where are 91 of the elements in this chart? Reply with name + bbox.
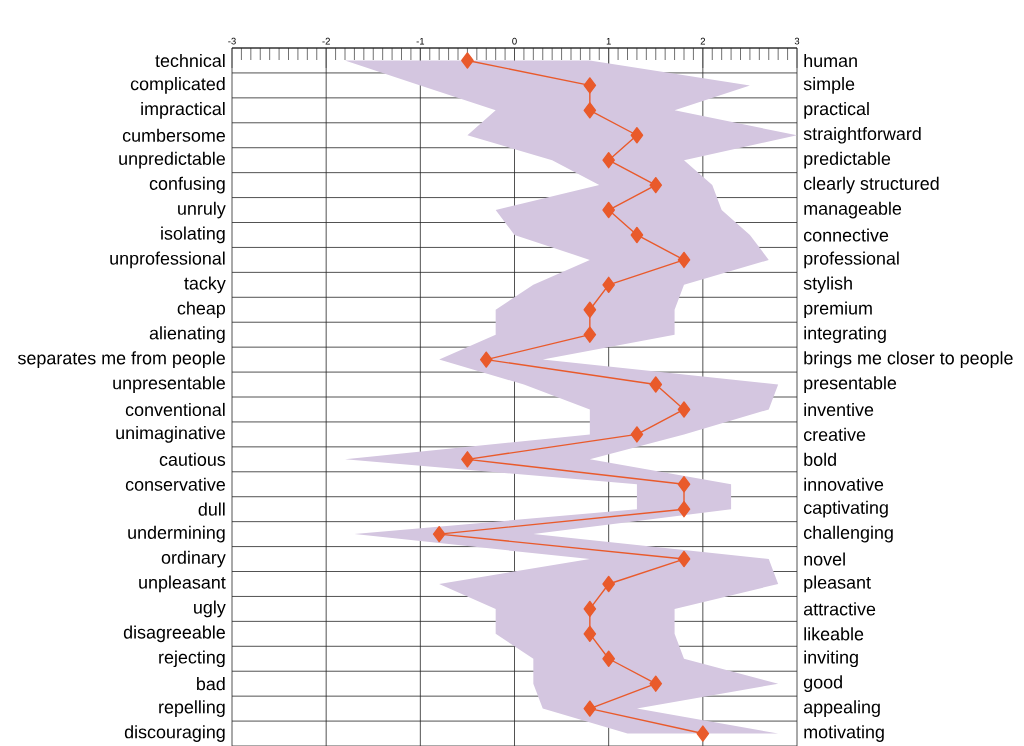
y-tick-label: ugly bbox=[194, 600, 226, 618]
y2-tick-label: captivating bbox=[803, 500, 888, 518]
point bbox=[630, 426, 644, 443]
y2-tick-label: novel bbox=[804, 552, 845, 566]
y2-tick-label: pleasant bbox=[804, 575, 871, 593]
y-tick-label: bad bbox=[197, 677, 225, 691]
point bbox=[602, 201, 615, 219]
y-tick-label: discouraging bbox=[124, 725, 225, 742]
y-tick-label: repelling bbox=[159, 700, 225, 717]
point bbox=[677, 500, 691, 518]
x-tick-label: 0 bbox=[512, 37, 517, 45]
point bbox=[677, 401, 691, 418]
y2-tick-label: presentable bbox=[804, 376, 897, 393]
y-tick-label: rejecting bbox=[159, 650, 225, 668]
point bbox=[583, 301, 597, 318]
point bbox=[677, 550, 691, 568]
y2-tick-label: predictable bbox=[804, 151, 891, 169]
y2-tick-label: likeable bbox=[804, 627, 864, 641]
y-tick-label: tacky bbox=[184, 276, 226, 294]
point bbox=[432, 525, 446, 543]
point bbox=[677, 251, 691, 269]
y-tick-label: undermining bbox=[128, 525, 225, 543]
y-tick-label: complicated bbox=[130, 77, 225, 94]
y-tick-label: unimaginative bbox=[116, 426, 225, 443]
y2-tick-label: good bbox=[803, 675, 842, 693]
point bbox=[583, 700, 597, 717]
point bbox=[630, 127, 644, 144]
y-tick-label: technical bbox=[155, 53, 225, 68]
point bbox=[583, 625, 597, 643]
x-tick-label: -3 bbox=[228, 37, 236, 45]
y-tick-label: separates me from people bbox=[17, 351, 225, 368]
x-tick-label: 2 bbox=[700, 37, 705, 45]
point bbox=[602, 151, 615, 169]
point bbox=[602, 650, 615, 667]
y2-tick-label: challenging bbox=[803, 525, 893, 543]
y-tick-label: unpredictable bbox=[119, 151, 225, 169]
point bbox=[583, 600, 597, 618]
x-tick-label: -2 bbox=[322, 37, 330, 45]
point bbox=[602, 276, 615, 294]
point bbox=[630, 226, 644, 244]
y-tick-label: unpresentable bbox=[113, 376, 225, 393]
y2-tick-label: practical bbox=[804, 101, 869, 119]
y-tick-label: unprofessional bbox=[110, 251, 225, 269]
x-tick-label: 1 bbox=[606, 37, 611, 45]
y2-tick-label: appealing bbox=[803, 700, 880, 717]
y2-tick-label: bold bbox=[804, 452, 836, 466]
y-tick-label: cheap bbox=[177, 301, 226, 319]
y2-tick-label: integrating bbox=[804, 326, 886, 344]
y2-tick-label: human bbox=[804, 53, 857, 68]
y-tick-label: dull bbox=[198, 502, 225, 516]
point bbox=[696, 725, 710, 742]
point bbox=[479, 351, 493, 368]
y2-tick-label: simple bbox=[803, 77, 855, 94]
y2-tick-label: attractive bbox=[803, 602, 876, 616]
y2-tick-label: premium bbox=[804, 301, 872, 319]
point bbox=[602, 575, 615, 593]
y2-tick-label: inviting bbox=[804, 650, 858, 668]
y2-tick-label: manageable bbox=[804, 201, 902, 219]
y-tick-label: conservative bbox=[125, 477, 225, 491]
y-tick-label: unruly bbox=[178, 201, 226, 219]
x-tick-label: 3 bbox=[794, 37, 800, 45]
y2-tick-label: brings me closer to people bbox=[804, 351, 1013, 368]
point bbox=[649, 176, 663, 194]
x-tick-label: -1 bbox=[416, 37, 425, 45]
point bbox=[677, 476, 691, 493]
point bbox=[461, 52, 474, 69]
point bbox=[583, 326, 597, 343]
y-tick-label: conventional bbox=[125, 402, 225, 417]
point bbox=[583, 77, 597, 94]
point bbox=[649, 675, 663, 692]
y-tick-label: cautious bbox=[159, 452, 226, 466]
y-tick-label: alienating bbox=[149, 326, 225, 344]
y2-tick-label: connective bbox=[803, 228, 889, 242]
point bbox=[649, 376, 663, 393]
y-tick-label: isolating bbox=[161, 226, 225, 244]
y-tick-label: unpleasant bbox=[139, 575, 226, 593]
point bbox=[461, 451, 474, 468]
point bbox=[583, 102, 597, 119]
y-tick-label: impractical bbox=[141, 101, 225, 119]
y2-tick-label: inventive bbox=[804, 402, 874, 417]
y2-tick-label: motivating bbox=[804, 725, 884, 742]
y2-tick-label: straightforward bbox=[803, 126, 921, 144]
y2-tick-label: professional bbox=[804, 251, 899, 269]
y-tick-label: cumbersome bbox=[122, 128, 225, 142]
y-tick-label: disagreeable bbox=[123, 625, 225, 643]
y-tick-label: confusing bbox=[149, 176, 225, 194]
y2-tick-label: creative bbox=[803, 427, 866, 441]
y2-tick-label: clearly structured bbox=[803, 176, 939, 194]
y2-tick-label: stylish bbox=[803, 276, 852, 294]
y-tick-label: ordinary bbox=[161, 550, 226, 568]
y2-tick-label: innovative bbox=[804, 477, 884, 491]
